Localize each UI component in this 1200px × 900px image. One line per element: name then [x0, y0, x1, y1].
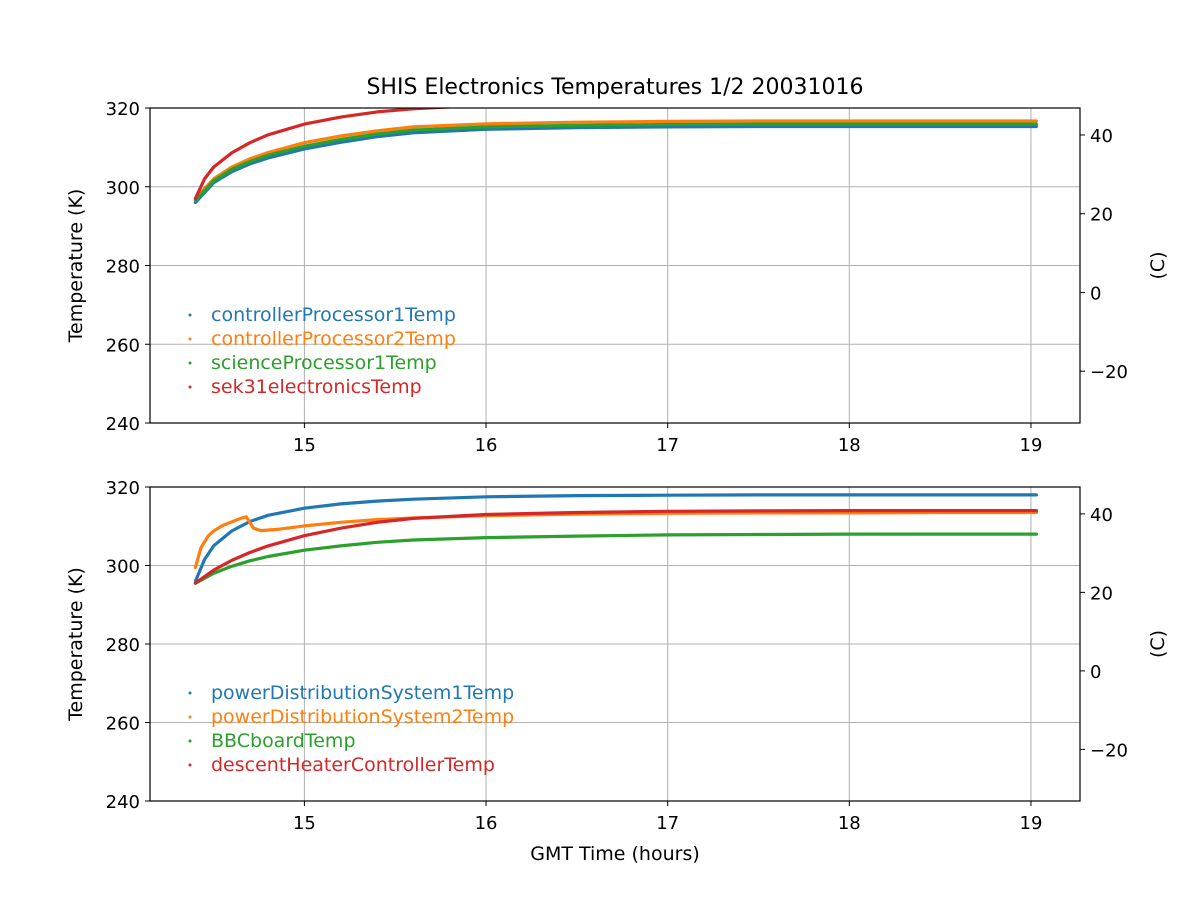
- y-tick-label: 260: [106, 714, 140, 735]
- y2-tick-label: 20: [1090, 583, 1113, 604]
- chart-title: SHIS Electronics Temperatures 1/2 200310…: [366, 75, 863, 100]
- series-powerDistributionSystem1Temp: [193, 493, 1039, 583]
- y2-tick-label: 0: [1090, 283, 1101, 304]
- panel-top: 15 16 17 18 19 240 260 280 300 320 −20 0 20 40 Tempera…: [65, 99, 1169, 456]
- legend-marker: [188, 337, 192, 341]
- y-tick-label: 300: [106, 557, 140, 578]
- x-tick-label: 16: [475, 813, 498, 834]
- legend-marker: [188, 691, 192, 695]
- panel-bottom: 15 16 17 18 19 240 260 280 300 320 −20 0 20 40 Tempera…: [65, 478, 1169, 834]
- legend-marker: [188, 763, 192, 767]
- legend-marker: [188, 385, 192, 389]
- y2-tick-label: 40: [1090, 505, 1113, 526]
- x-tick-label: 18: [838, 435, 861, 456]
- series-sek31electronicsTemp: [193, 108, 461, 201]
- y2-tick-label: 20: [1090, 205, 1113, 226]
- series-descentHeaterControllerTemp: [193, 509, 1039, 585]
- legend-label: descentHeaterControllerTemp: [211, 754, 495, 776]
- legend-label: controllerProcessor2Temp: [211, 328, 456, 350]
- y-tick-label: 300: [106, 178, 140, 199]
- series-scienceProcessor1Temp: [193, 122, 1039, 203]
- legend-label: powerDistributionSystem2Temp: [211, 706, 514, 728]
- y2-tick-label: 40: [1090, 126, 1113, 147]
- legend-label: sek31electronicsTemp: [211, 376, 422, 398]
- series-powerDistributionSystem2Temp: [193, 510, 1039, 570]
- series-controllerProcessor1Temp: [193, 124, 1039, 205]
- legend-label: scienceProcessor1Temp: [211, 352, 437, 374]
- y-axis-label: Temperature (K): [65, 189, 87, 344]
- y-axis-label: Temperature (K): [65, 567, 87, 722]
- y-tick-label: 320: [106, 478, 140, 499]
- x-tick-label: 19: [1020, 435, 1043, 456]
- legend-label: controllerProcessor1Temp: [211, 304, 456, 326]
- x-tick-label: 15: [293, 813, 316, 834]
- x-tick-label: 16: [475, 435, 498, 456]
- y2-tick-label: −20: [1090, 740, 1128, 761]
- y-tick-label: 320: [106, 99, 140, 120]
- x-tick-label: 18: [838, 813, 861, 834]
- x-tick-label: 19: [1020, 813, 1043, 834]
- x-tick-label: 17: [656, 435, 679, 456]
- y2-axis-label: (C): [1147, 630, 1169, 658]
- y-tick-label: 240: [106, 792, 140, 813]
- legend-marker: [188, 361, 192, 365]
- y2-tick-label: 0: [1090, 662, 1101, 683]
- series-BBCboardTemp: [193, 532, 1039, 585]
- x-tick-label: 17: [656, 813, 679, 834]
- x-tick-label: 15: [293, 435, 316, 456]
- legend-label: BBCboardTemp: [211, 730, 356, 752]
- legend-marker: [188, 313, 192, 317]
- y-tick-label: 280: [106, 257, 140, 278]
- legend-marker: [188, 715, 192, 719]
- y2-axis-label: (C): [1147, 251, 1169, 279]
- y-tick-label: 280: [106, 635, 140, 656]
- y-tick-label: 260: [106, 335, 140, 356]
- y-tick-label: 240: [106, 414, 140, 435]
- x-axis-label: GMT Time (hours): [530, 843, 700, 865]
- y2-tick-label: −20: [1090, 362, 1128, 383]
- legend-label: powerDistributionSystem1Temp: [211, 682, 514, 704]
- series-controllerProcessor2Temp: [193, 119, 1039, 201]
- legend-marker: [188, 739, 192, 743]
